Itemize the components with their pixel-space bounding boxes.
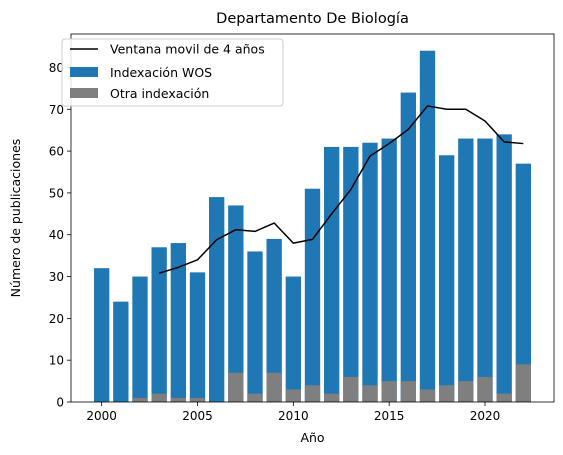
bar-other-2012 <box>324 393 340 402</box>
bar-other-2017 <box>419 389 436 402</box>
y-tick-label-70: 70 <box>49 103 64 117</box>
y-tick-label-20: 20 <box>49 312 64 326</box>
legend-swatch-other <box>70 88 98 98</box>
bar-other-2008 <box>247 393 263 402</box>
bar-wos-2004 <box>170 243 186 402</box>
bar-other-2010 <box>285 389 301 402</box>
chart-title: Departamento De Biología <box>216 11 409 27</box>
bar-wos-2016 <box>400 92 416 403</box>
bar-wos-2020 <box>477 138 493 403</box>
x-tick-label-2000: 2000 <box>86 409 117 423</box>
legend-label-wos: Indexación WOS <box>110 65 212 80</box>
bar-other-2007 <box>228 372 244 402</box>
bar-other-2003 <box>151 393 167 402</box>
bar-other-2013 <box>343 376 359 402</box>
x-axis-ticks: 2000 2005 2010 2015 2020 <box>86 402 500 423</box>
bar-other-2019 <box>458 381 474 402</box>
bar-other-2022 <box>515 364 531 402</box>
x-tick-label-2020: 2020 <box>470 409 501 423</box>
y-tick-label-50: 50 <box>49 186 64 200</box>
bar-other-2015 <box>381 381 397 402</box>
bar-wos-2002 <box>132 276 148 402</box>
bar-other-2011 <box>304 385 321 402</box>
bar-wos-2015 <box>381 138 397 403</box>
bar-wos-2000 <box>94 268 110 402</box>
bar-wos-2021 <box>496 134 512 403</box>
bar-other-2009 <box>266 372 282 402</box>
bar-wos-2008 <box>247 251 263 402</box>
bar-wos-2017 <box>419 50 436 402</box>
bars-layer <box>94 50 531 403</box>
bar-wos-2014 <box>362 142 378 403</box>
bar-other-2020 <box>477 376 493 402</box>
bar-wos-2009 <box>266 238 282 402</box>
axes <box>70 33 555 403</box>
bar-wos-2012 <box>324 146 340 402</box>
x-axis-label: Año <box>300 430 324 445</box>
bar-other-2021 <box>496 393 512 402</box>
bar-other-2002 <box>132 397 148 402</box>
bar-wos-2022 <box>515 163 531 402</box>
y-tick-label-80: 80 <box>49 61 64 75</box>
bar-wos-2010 <box>285 276 301 402</box>
legend-label-other: Otra indexación <box>110 86 209 101</box>
y-tick-label-30: 30 <box>49 270 64 284</box>
x-tick-label-2005: 2005 <box>182 409 213 423</box>
y-tick-label-40: 40 <box>49 228 64 242</box>
moving-average-line <box>158 105 524 274</box>
legend-frame <box>61 38 284 107</box>
legend-label-moving-average: Ventana movil de 4 años <box>110 42 265 57</box>
y-axis-label: Número de publicaciones <box>8 139 23 298</box>
bar-other-2016 <box>400 381 416 402</box>
bar-other-2005 <box>189 397 206 402</box>
y-tick-label-0: 0 <box>56 396 64 410</box>
bar-other-2004 <box>170 397 186 402</box>
bar-wos-2019 <box>458 138 474 403</box>
y-tick-label-60: 60 <box>49 145 64 159</box>
plot-frame <box>70 33 555 403</box>
bar-wos-2003 <box>151 247 167 402</box>
x-tick-label-2015: 2015 <box>374 409 405 423</box>
bar-wos-2011 <box>304 188 321 402</box>
y-axis-ticks: 0 10 20 30 40 50 60 70 80 <box>49 61 71 410</box>
bar-wos-2006 <box>209 197 225 402</box>
bar-wos-2018 <box>439 155 455 402</box>
bar-wos-2013 <box>343 146 359 402</box>
bar-wos-2005 <box>189 272 206 402</box>
bar-wos-2007 <box>228 205 244 402</box>
y-tick-label-10: 10 <box>49 354 64 368</box>
legend-swatch-wos <box>70 67 98 77</box>
line-layer <box>158 105 524 274</box>
legend: Ventana movil de 4 años Indexación WOS O… <box>61 38 284 107</box>
bar-wos-2001 <box>113 301 129 402</box>
bar-other-2014 <box>362 385 378 402</box>
x-tick-label-2010: 2010 <box>278 409 309 423</box>
bar-other-2018 <box>439 385 455 402</box>
